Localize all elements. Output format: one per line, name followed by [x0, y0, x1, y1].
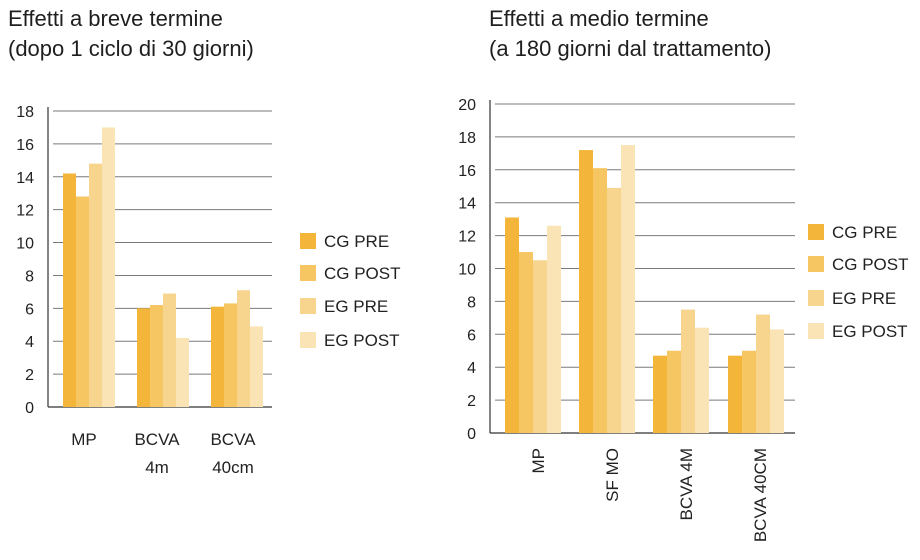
chart2-bar: [695, 327, 709, 433]
chart1-bar: [211, 306, 224, 407]
chart1-ytick-label: 16: [16, 137, 34, 154]
chart2-bar: [579, 150, 593, 433]
chart1-title-line1: Effetti a breve termine: [8, 6, 223, 31]
chart1-bar: [250, 326, 263, 407]
chart2-legend-label: CG PRE: [832, 223, 897, 242]
chart1-ytick-label: 12: [16, 203, 34, 220]
chart2-ytick-label: 12: [458, 229, 476, 246]
chart1-legend-swatch: [300, 298, 316, 314]
chart1-ytick-label: 18: [16, 104, 34, 121]
chart2-ytick-label: 6: [467, 327, 476, 344]
chart2-bar: [505, 217, 519, 433]
chart2-bar: [667, 350, 681, 433]
chart1-category-label: 4m: [145, 458, 169, 477]
chart2-bar: [533, 260, 547, 433]
chart1-legend-swatch: [300, 265, 316, 281]
chart2-ytick-label: 18: [458, 130, 476, 147]
chart2-ytick-label: 14: [458, 196, 476, 213]
chart1-bar: [176, 337, 189, 407]
chart1-ytick-label: 6: [25, 301, 34, 318]
chart2-category-label: BCVA 4M: [677, 448, 696, 520]
chart2-ytick-label: 10: [458, 262, 476, 279]
chart2-category-label: MP: [529, 448, 548, 474]
chart1-category-label: BCVA: [134, 430, 180, 449]
chart1-bar: [150, 305, 163, 407]
chart1-bar: [89, 163, 102, 407]
chart2-legend-swatch: [808, 256, 824, 272]
chart2-bar: [607, 187, 621, 433]
chart1-legend-label: CG PRE: [324, 232, 389, 251]
chart1-bar: [163, 293, 176, 407]
chart1-ytick-label: 4: [25, 334, 34, 351]
chart2-bar: [653, 355, 667, 433]
chart2-category-label: SF MO: [603, 448, 622, 502]
chart2-bar: [621, 145, 635, 433]
chart2-bar: [681, 309, 695, 433]
chart2-title-line1: Effetti a medio termine: [489, 6, 709, 31]
chart2-bar: [547, 225, 561, 433]
chart1-title-line2: (dopo 1 ciclo di 30 giorni): [8, 36, 254, 61]
chart2-bar: [593, 168, 607, 433]
chart2-ytick-label: 16: [458, 163, 476, 180]
chart2-ytick-label: 0: [467, 426, 476, 443]
chart1-ytick-label: 2: [25, 367, 34, 384]
chart2-legend-swatch: [808, 290, 824, 306]
chart1-bar: [76, 196, 89, 407]
chart1-category-label: MP: [71, 430, 97, 449]
chart2-ytick-label: 20: [458, 97, 476, 114]
chart2-legend-label: EG POST: [832, 322, 908, 341]
chart1-bar: [63, 173, 76, 407]
chart1-bar: [137, 308, 150, 407]
chart1-legend-label: EG PRE: [324, 297, 388, 316]
chart2-bar: [756, 314, 770, 433]
chart1-ytick-label: 10: [16, 236, 34, 253]
chart2-title-line2: (a 180 giorni dal trattamento): [489, 36, 772, 61]
chart1-category-label: 40cm: [212, 458, 254, 477]
chart2-bar: [742, 350, 756, 433]
chart1-ytick-label: 14: [16, 170, 34, 187]
chart1-legend-label: CG POST: [324, 264, 401, 283]
chart2-bar: [770, 329, 784, 433]
chart2-bar: [519, 252, 533, 433]
chart2-legend-label: CG POST: [832, 255, 909, 274]
chart1-category-label: BCVA: [210, 430, 256, 449]
chart2-ytick-label: 8: [467, 294, 476, 311]
chart2-ytick-label: 4: [467, 360, 476, 377]
chart1-legend-swatch: [300, 233, 316, 249]
chart1-legend-label: EG POST: [324, 331, 400, 350]
chart2-legend-swatch: [808, 323, 824, 339]
chart2-legend-label: EG PRE: [832, 289, 896, 308]
chart1-legend-swatch: [300, 332, 316, 348]
chart1-bar: [102, 127, 115, 407]
chart2-ytick-label: 2: [467, 393, 476, 410]
chart2-legend-swatch: [808, 224, 824, 240]
chart1-ytick-label: 0: [25, 400, 34, 417]
chart1-bar: [224, 303, 237, 407]
chart1-ytick-label: 8: [25, 268, 34, 285]
chart2-bar: [728, 355, 742, 433]
chart1-bar: [237, 290, 250, 407]
chart2-category-label: BCVA 40CM: [751, 448, 770, 542]
